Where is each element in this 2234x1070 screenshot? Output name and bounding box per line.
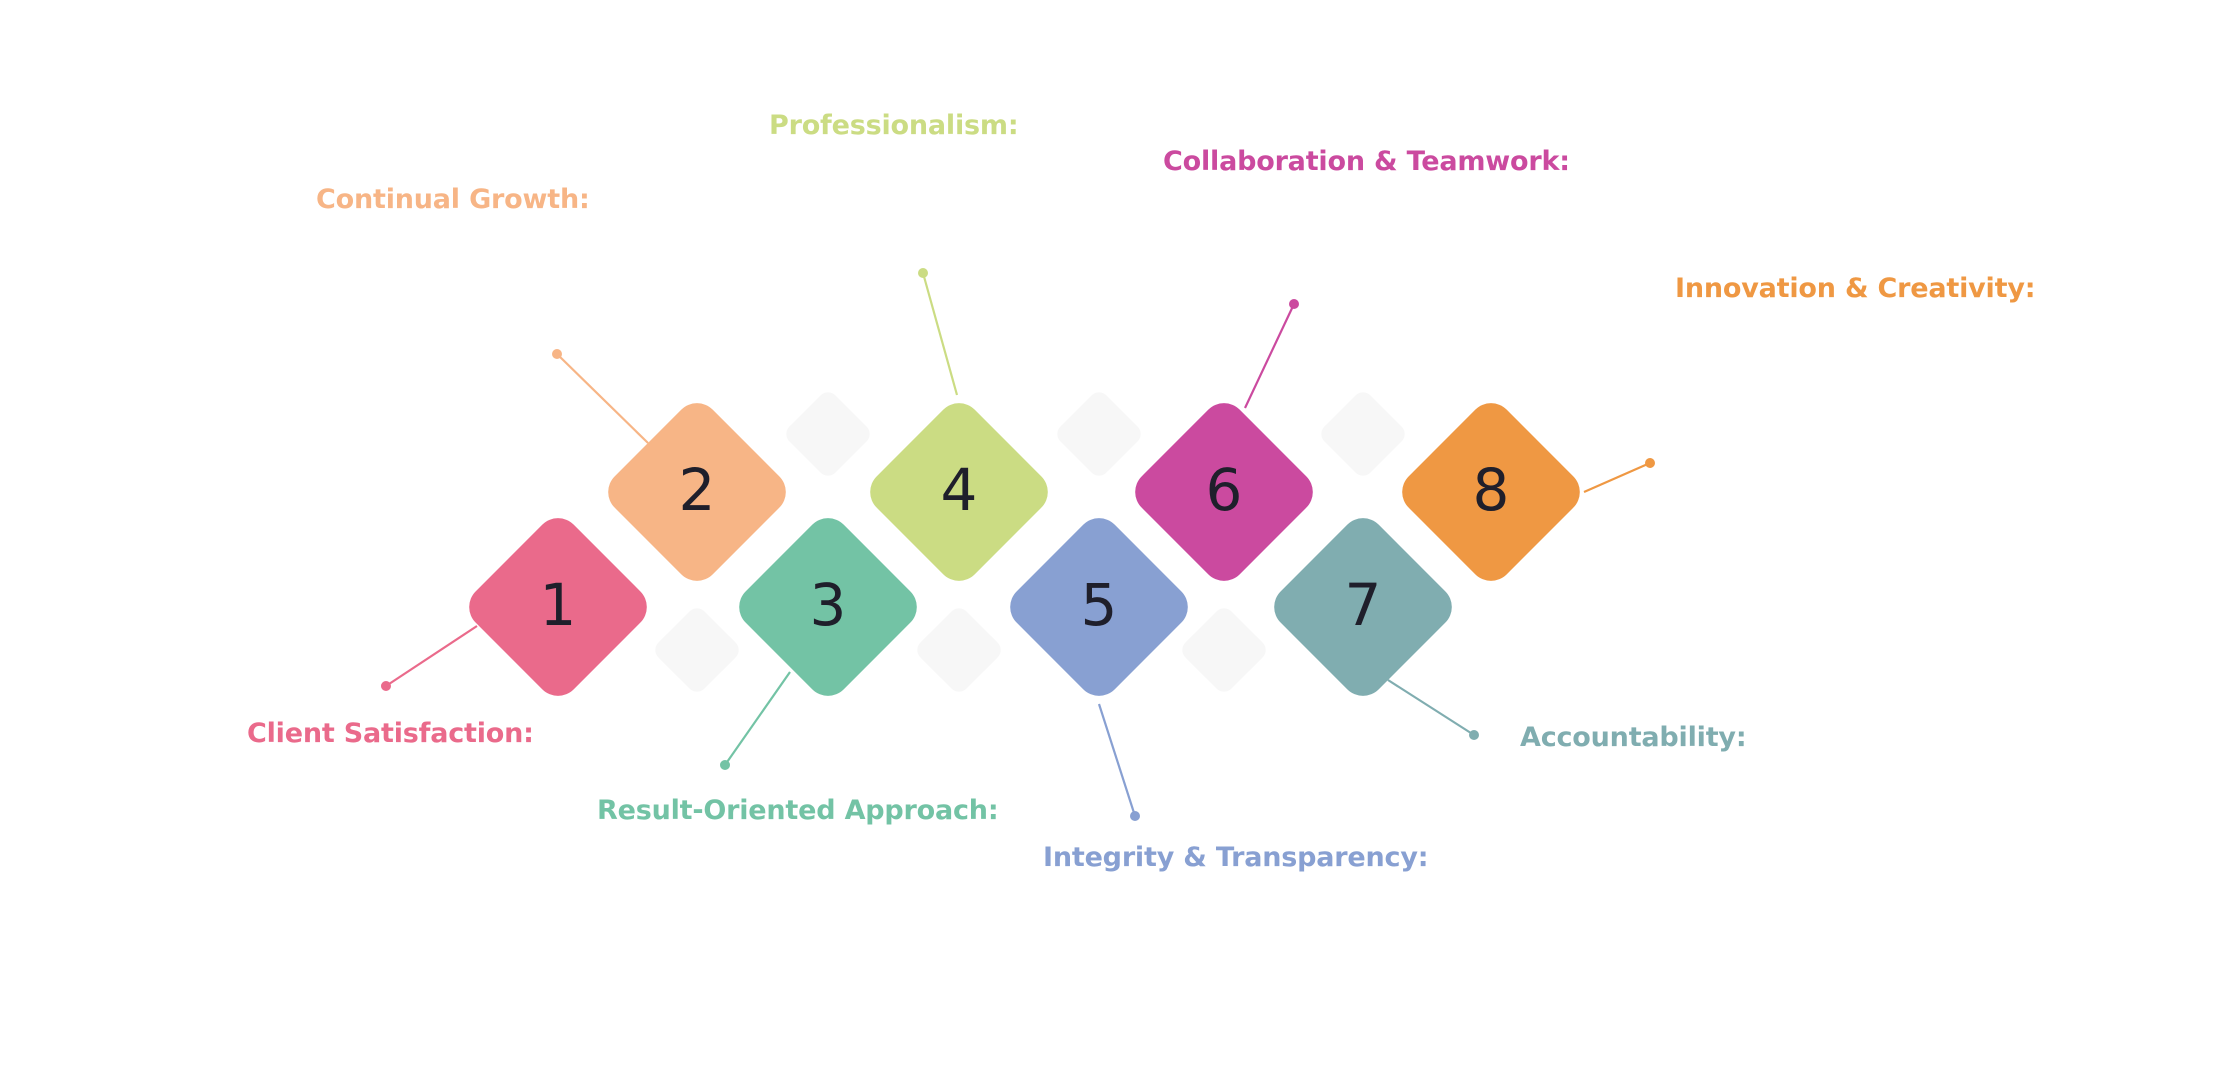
step-diamond-5 <box>1010 518 1188 696</box>
step-label-8: Innovation & Creativity: <box>1675 273 2036 304</box>
step-number-2: 2 <box>679 456 716 524</box>
step-number-8: 8 <box>1473 456 1510 524</box>
connector-dot <box>1130 811 1140 821</box>
connector-line <box>724 671 791 766</box>
connector-line <box>1097 703 1137 817</box>
connector-dot <box>1469 730 1479 740</box>
step-label-2: Continual Growth: <box>316 184 590 215</box>
connector-line <box>1583 461 1651 494</box>
step-diamond-7 <box>1274 518 1452 696</box>
step-number-3: 3 <box>810 571 847 639</box>
connector-dot <box>552 349 562 359</box>
step-label-4: Professionalism: <box>769 110 1019 141</box>
step-number-6: 6 <box>1206 456 1243 524</box>
connector-line <box>1244 303 1295 409</box>
step-label-3: Result-Oriented Approach: <box>597 795 999 826</box>
placeholder-diamond <box>1182 608 1266 692</box>
step-label-1: Client Satisfaction: <box>247 718 534 749</box>
placeholder-diamond <box>655 608 739 692</box>
step-diamond-4 <box>870 403 1048 581</box>
step-number-4: 4 <box>941 456 978 524</box>
step-diamond-6 <box>1135 403 1313 581</box>
connector-line <box>921 272 959 396</box>
connector-line <box>385 625 478 687</box>
step-diamond-8 <box>1402 403 1580 581</box>
connector-dot <box>1645 458 1655 468</box>
step-diamond-3 <box>739 518 917 696</box>
placeholder-diamond <box>1321 392 1405 476</box>
connector-dot <box>918 268 928 278</box>
placeholder-diamond <box>917 608 1001 692</box>
step-label-7: Accountability: <box>1520 722 1747 753</box>
connector-dot <box>381 681 391 691</box>
connector-dot <box>1289 299 1299 309</box>
step-label-6: Collaboration & Teamwork: <box>1163 146 1570 177</box>
step-diamond-1 <box>469 518 647 696</box>
step-number-1: 1 <box>540 571 577 639</box>
step-number-7: 7 <box>1345 571 1382 639</box>
placeholder-diamond <box>1057 392 1141 476</box>
placeholder-diamond <box>786 392 870 476</box>
step-label-5: Integrity & Transparency: <box>1043 842 1429 873</box>
connector-dot <box>720 760 730 770</box>
step-number-5: 5 <box>1081 571 1118 639</box>
connector-line <box>556 353 649 444</box>
connector-line <box>1387 679 1475 736</box>
step-diamond-2 <box>608 403 786 581</box>
